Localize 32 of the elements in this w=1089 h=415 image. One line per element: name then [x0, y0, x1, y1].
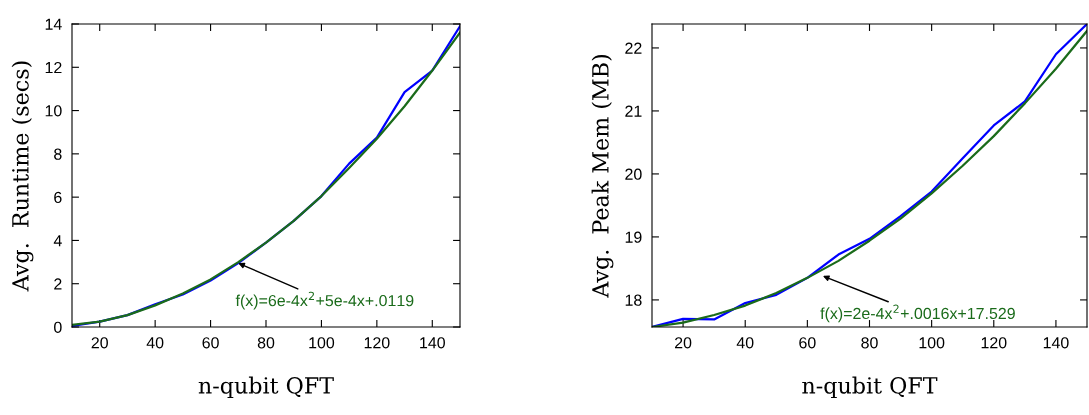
- y-tick-label: 8: [54, 148, 62, 160]
- x-tick-label: 120: [364, 337, 390, 349]
- x-tick-label: 60: [202, 337, 219, 349]
- y-tick-label: 2: [54, 278, 62, 290]
- x-tick-label: 80: [257, 337, 275, 349]
- x-tick-label: 100: [919, 337, 945, 349]
- x-tick-label: 40: [146, 337, 164, 349]
- annotation: f(x)=2e-4x$^{2}$+.0016x+17.529: [820, 304, 1015, 323]
- y-tick-label: 22: [625, 42, 642, 54]
- y-tick-label: 6: [54, 191, 62, 204]
- y-tick-label: 0: [54, 321, 62, 333]
- y-tick-label: 14: [45, 18, 62, 30]
- x-axis-title: n-qubit QFT: [802, 376, 938, 399]
- y-tick-label: 21: [625, 105, 642, 117]
- x-axis-title: n-qubit QFT: [198, 376, 334, 399]
- y-tick-label: 18: [625, 294, 642, 306]
- x-tick-label: 140: [420, 337, 445, 349]
- y-tick-label: 4: [53, 235, 62, 247]
- x-tick-label: 80: [861, 337, 878, 349]
- y-tick-label: 12: [45, 61, 62, 74]
- y-tick-label: 20: [625, 168, 642, 180]
- x-tick-label: 20: [91, 337, 108, 349]
- y-axis-title: Avg. Runtime (secs): [11, 61, 34, 292]
- x-tick-label: 140: [1043, 337, 1069, 349]
- y-axis-title: Avg. Peak Mem (MB): [591, 55, 614, 298]
- x-tick-label: 60: [799, 337, 816, 349]
- x-tick-label: 20: [674, 337, 692, 349]
- x-tick-label: 40: [736, 337, 754, 349]
- y-tick-label: 10: [45, 105, 62, 117]
- x-tick-label: 120: [981, 337, 1007, 349]
- x-tick-label: 100: [309, 337, 335, 349]
- y-tick-label: 19: [625, 231, 642, 243]
